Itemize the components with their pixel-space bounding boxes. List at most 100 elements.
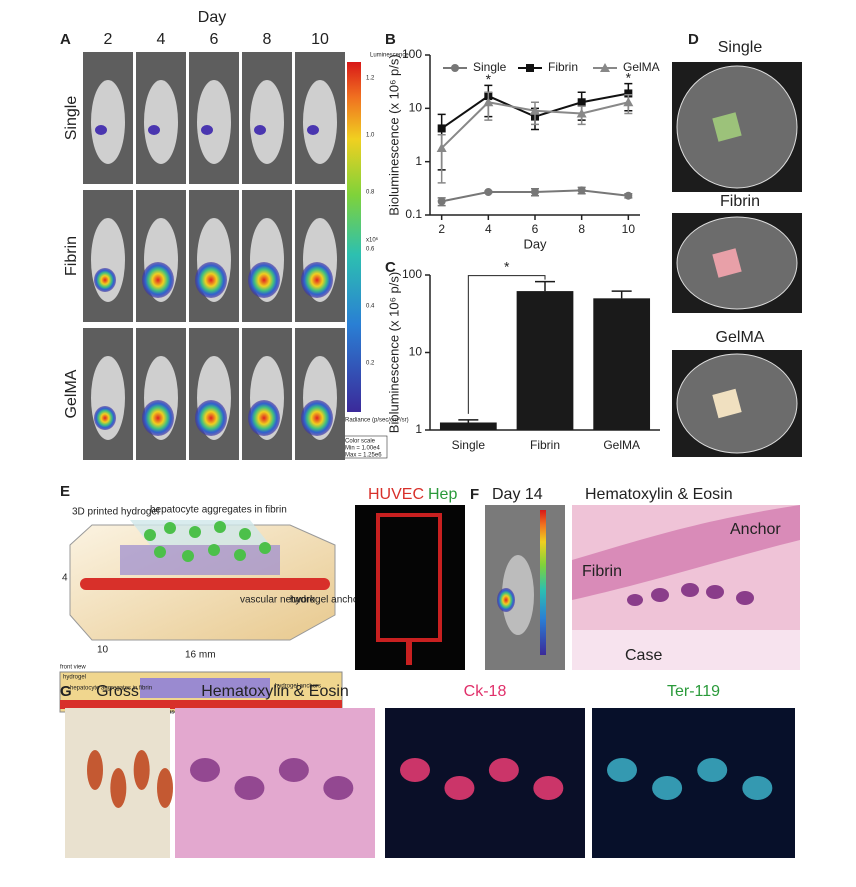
label: hydrogel anchors (290, 595, 367, 606)
marker (484, 187, 493, 196)
anchors (120, 545, 280, 575)
mouse (250, 80, 284, 164)
he-title: Hematoxylin & Eosin (585, 486, 733, 503)
x-tick-label: GelMA (603, 438, 640, 452)
row-label: GelMA (63, 369, 80, 418)
aggregates (627, 583, 754, 606)
error-bar (437, 133, 446, 184)
marker (526, 64, 534, 72)
x-tick-label: 6 (532, 222, 539, 236)
marker (576, 108, 587, 118)
error-bar (535, 280, 555, 292)
marker (437, 197, 446, 206)
huvec-inlet (406, 640, 412, 665)
region-label: Anchor (730, 521, 781, 538)
gel (712, 248, 742, 278)
colorbar-tick: 0.8 (366, 190, 375, 196)
day-label: 4 (157, 31, 166, 48)
colorbar-tick: 0.4 (366, 304, 375, 310)
image-title: Hematoxylin & Eosin (201, 683, 349, 700)
signal (248, 262, 280, 298)
front-anchors (140, 678, 270, 698)
dimension: 16 mm (185, 650, 216, 661)
region-label: Fibrin (582, 563, 622, 580)
cell (87, 750, 103, 790)
cell (652, 776, 683, 800)
cell (607, 758, 637, 782)
x-tick-label: Single (452, 438, 486, 452)
legend-label: GelMA (623, 60, 660, 74)
panel-label: D (688, 31, 699, 48)
y-axis-label: Bioluminescence (x 10⁶ p/s) (386, 54, 401, 215)
signal (142, 262, 174, 298)
x-axis-label: Day (523, 236, 547, 251)
signal (148, 125, 160, 135)
label: hepatocyte aggregates in fibrin (150, 505, 287, 516)
marker (436, 143, 447, 153)
image-title: GelMA (716, 329, 765, 346)
marker (577, 186, 586, 195)
marker (437, 124, 446, 133)
signal (195, 400, 227, 436)
panel-a: A Day Luminescence x10⁶ Radiance (p/sec/… (60, 9, 409, 460)
panel-e: E 3D printed hydrogel hepatocyte aggrega… (59, 483, 465, 716)
color-scale-title: Color scale (345, 439, 376, 445)
cell (742, 776, 773, 800)
cell (190, 758, 220, 782)
label: hydrogel (63, 675, 86, 681)
signal (307, 125, 319, 135)
x-tick-label: 8 (578, 222, 585, 236)
aggregates (144, 521, 271, 562)
cell (278, 758, 309, 782)
x-tick-label: 10 (622, 222, 636, 236)
cell (133, 750, 150, 790)
y-tick-label: 100 (402, 267, 422, 281)
front-vessel (60, 700, 342, 709)
signal (142, 400, 174, 436)
day-label: Day 14 (492, 486, 543, 503)
colorbar-tick: 0.2 (366, 361, 375, 367)
cell (488, 758, 519, 782)
mouse (502, 555, 534, 635)
gel (712, 112, 742, 142)
y-tick-label: 0.1 (405, 207, 422, 221)
panel-label: F (470, 486, 479, 503)
y-tick-label: 100 (402, 47, 422, 61)
region-label: Case (625, 647, 662, 664)
colorbar-tick: 1.2 (366, 76, 375, 82)
y-tick-label: 10 (409, 345, 423, 359)
vessel (80, 578, 330, 590)
signal (95, 125, 107, 135)
colorbar-multiplier: x10⁶ (366, 237, 379, 244)
image-title: Gross (96, 683, 139, 700)
error-bar (611, 290, 632, 299)
image-title: Single (718, 39, 763, 56)
day-label: 8 (263, 31, 272, 48)
marker (600, 63, 610, 72)
panel-label: E (60, 483, 70, 500)
marker (530, 105, 540, 115)
significance-bracket (467, 275, 546, 414)
label: vascular network (240, 595, 316, 606)
marker (451, 64, 459, 72)
label: hepatocyte aggregates in fibrin (70, 686, 152, 692)
colorbar (347, 62, 361, 412)
colorbar-tick: 1.0 (366, 133, 375, 139)
bar (593, 298, 651, 430)
error-bar (458, 419, 479, 423)
legend-label: Single (473, 60, 507, 74)
image-title: Ck-18 (464, 683, 507, 700)
colorbar-title: Luminescence (370, 53, 409, 59)
marker (623, 97, 634, 107)
image-title: Fibrin (720, 193, 760, 210)
signal (248, 400, 280, 436)
legend-label: Fibrin (548, 60, 578, 74)
tissue-band (572, 505, 800, 600)
mouse (303, 80, 337, 164)
label: hydrogel anchors (275, 684, 321, 690)
label: 3D printed hydrogel (72, 507, 159, 518)
signal (94, 406, 116, 430)
x-tick-label: Fibrin (530, 438, 560, 452)
annotation: * (486, 71, 492, 87)
